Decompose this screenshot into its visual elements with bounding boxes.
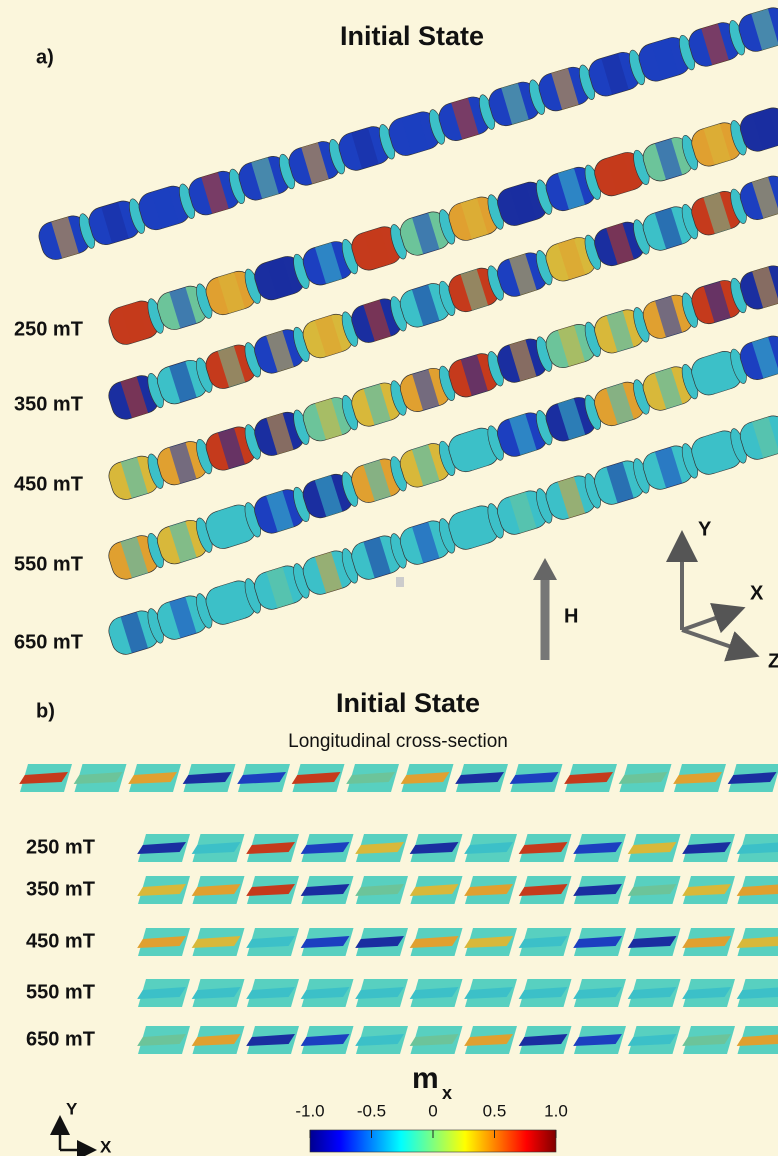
colorbar-title: m [412,1062,439,1095]
axis-label: Z [768,650,778,672]
section [519,928,572,956]
section [464,979,517,1007]
section [346,764,399,792]
section [628,876,681,904]
section [564,764,617,792]
section [183,764,236,792]
section [682,1026,735,1054]
field-label: 650 mT [14,631,83,653]
field-label: 450 mT [26,930,95,952]
section [410,834,463,862]
section [355,1026,408,1054]
section [237,764,290,792]
section [355,876,408,904]
section [628,928,681,956]
section [137,876,190,904]
section [137,979,190,1007]
page: a) Initial State 250 mT 350 mT 450 mT 55… [0,0,778,1156]
colorbar-tick-label: -0.5 [357,1101,386,1120]
section [464,1026,517,1054]
field-label: 550 mT [14,553,83,575]
section [464,834,517,862]
section [192,979,245,1007]
section [510,764,563,792]
section [19,764,72,792]
axis-label: X [100,1137,112,1156]
field-arrow-label: H [564,605,578,627]
section [301,1026,354,1054]
section [455,764,508,792]
field-label: 350 mT [26,878,95,900]
section [464,876,517,904]
section [301,979,354,1007]
section [673,764,726,792]
figure: a) Initial State 250 mT 350 mT 450 mT 55… [0,0,778,1156]
section [519,979,572,1007]
axis-label: Y [698,518,712,540]
section [682,928,735,956]
section [301,928,354,956]
section [355,928,408,956]
field-label: 250 mT [26,836,95,858]
section [410,876,463,904]
section [192,1026,245,1054]
section [628,1026,681,1054]
section [410,1026,463,1054]
colorbar-tick-label: 1.0 [544,1101,568,1120]
section [519,1026,572,1054]
field-label: 350 mT [14,393,83,415]
field-label: 650 mT [26,1028,95,1050]
section [682,876,735,904]
section [464,928,517,956]
section [246,1026,299,1054]
section [137,834,190,862]
axis-label: Y [66,1099,78,1118]
section [573,1026,626,1054]
section [573,979,626,1007]
panel-title: Initial State [340,21,484,51]
panel-subtitle: Longitudinal cross-section [288,731,508,752]
section [355,834,408,862]
section [628,979,681,1007]
section [246,979,299,1007]
section [246,928,299,956]
section [128,764,181,792]
colorbar-tick-label: 0.5 [483,1101,507,1120]
section [192,834,245,862]
section [192,928,245,956]
section [137,1026,190,1054]
section [401,764,454,792]
section [192,876,245,904]
field-label: 550 mT [26,981,95,1003]
section [137,928,190,956]
section [301,834,354,862]
section [301,876,354,904]
section [628,834,681,862]
panel-label: b) [36,700,55,722]
section [246,876,299,904]
panel-title: Initial State [336,688,480,718]
section [682,834,735,862]
panel-label: a) [36,46,54,68]
marker [396,577,404,587]
section [74,764,127,792]
colorbar-title-sub: x [442,1083,452,1103]
section [682,979,735,1007]
colorbar-tick-label: 0 [428,1101,437,1120]
section [410,979,463,1007]
colorbar-tick-label: -1.0 [295,1101,324,1120]
section [355,979,408,1007]
field-label: 250 mT [14,318,83,340]
section [519,876,572,904]
field-label: 450 mT [14,473,83,495]
section [573,876,626,904]
section [410,928,463,956]
axis-label: X [750,582,764,604]
section [619,764,672,792]
section [573,834,626,862]
section [519,834,572,862]
section [246,834,299,862]
section [292,764,345,792]
section [573,928,626,956]
